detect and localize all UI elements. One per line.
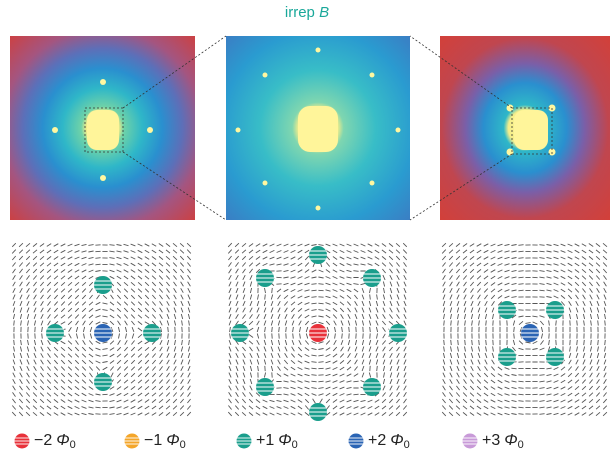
legend-subscript: 0 [518, 439, 524, 451]
legend-label: +1 Φ0 [256, 432, 298, 451]
legend-label: −2 Φ0 [34, 432, 76, 451]
figure-title: irrep B [285, 4, 329, 21]
vector-field [11, 242, 192, 417]
legend-subscript: 0 [70, 439, 76, 451]
legend-coefficient: +1 [256, 432, 274, 449]
legend-label: +3 Φ0 [482, 432, 524, 451]
legend-subscript: 0 [292, 439, 298, 451]
legend-symbol: Φ [56, 432, 69, 449]
legend-subscript: 0 [404, 439, 410, 451]
core-left [87, 110, 119, 150]
legend-symbol: Φ [166, 432, 179, 449]
legend-coefficient: −2 [34, 432, 52, 449]
legend-coefficient: +2 [368, 432, 386, 449]
legend-coefficient: +3 [482, 432, 500, 449]
core-middle [298, 106, 338, 152]
title-text: irrep [285, 4, 315, 21]
legend-label: −1 Φ0 [144, 432, 186, 451]
legend: −2 Φ0 −1 Φ0 +1 Φ0 +2 Φ0 +3 Φ0 [14, 432, 524, 451]
zoom-guides [84, 35, 553, 221]
core-right [514, 110, 548, 150]
legend-subscript: 0 [180, 439, 186, 451]
legend-label: +2 Φ0 [368, 432, 410, 451]
legend-symbol: Φ [504, 432, 517, 449]
hotspots [52, 47, 556, 211]
vortices [46, 246, 564, 421]
legend-symbol: Φ [390, 432, 403, 449]
title-italic: B [319, 4, 329, 21]
legend-coefficient: −1 [144, 432, 162, 449]
legend-symbol: Φ [278, 432, 291, 449]
